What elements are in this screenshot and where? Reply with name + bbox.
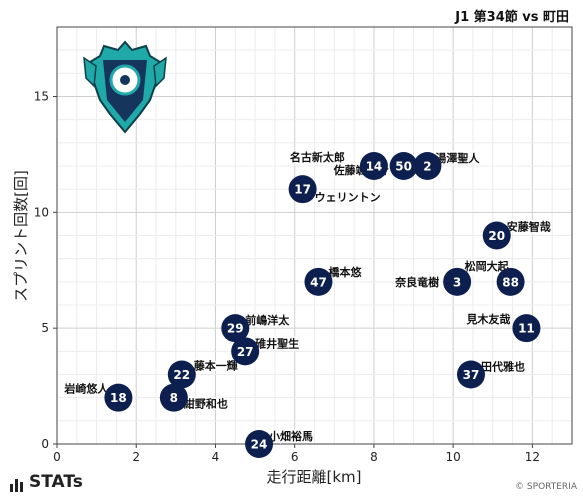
point-number-label: 27	[237, 345, 254, 359]
data-points: 14 50 2 17 20 47 3 88 29 11 27 22 37 18 8 24	[104, 152, 541, 458]
point-marker	[221, 314, 250, 343]
x-tick-label: 6	[291, 450, 299, 464]
x-tick-label: 8	[370, 450, 378, 464]
y-axis-label: スプリント回数[回]	[12, 170, 30, 302]
x-tick-label: 4	[212, 450, 220, 464]
point-marker	[359, 152, 388, 180]
y-tick-label: 15	[34, 90, 49, 104]
point-marker	[413, 152, 442, 180]
player-point: 8	[159, 383, 188, 412]
player-name-label: 名古新太郎	[290, 150, 345, 164]
point-number-label: 88	[502, 275, 519, 289]
player-point: 24	[245, 430, 274, 458]
player-point: 2	[413, 152, 442, 180]
logo-text: STATs	[29, 472, 83, 492]
player-name-label: 田代雅也	[481, 360, 525, 374]
player-name-label: 奈良竜樹	[394, 275, 439, 289]
point-marker	[496, 267, 525, 296]
x-tick-label: 0	[53, 450, 61, 464]
point-number-label: 47	[310, 275, 327, 289]
point-marker	[288, 175, 317, 204]
stats-logo: STATs	[10, 472, 83, 492]
point-number-label: 29	[227, 322, 244, 336]
player-point: 27	[231, 337, 260, 366]
y-tick-label: 5	[41, 321, 49, 335]
point-marker	[482, 221, 511, 250]
x-axis-label: 走行距離[km]	[266, 468, 361, 486]
point-marker	[104, 383, 133, 412]
copyright: © SPORTERIA	[515, 482, 577, 492]
chart-title: J1 第34節 vs 町田	[455, 10, 569, 25]
point-number-label: 22	[173, 368, 190, 382]
player-point: 11	[512, 314, 541, 343]
point-number-label: 3	[453, 275, 461, 289]
point-marker	[167, 360, 196, 389]
point-number-label: 8	[170, 391, 178, 405]
point-marker	[512, 314, 541, 343]
point-number-label: 14	[366, 160, 383, 174]
player-name-label: ウェリントン	[315, 191, 381, 204]
player-point: 18	[104, 383, 133, 412]
point-number-label: 2	[423, 160, 431, 174]
point-marker	[159, 383, 188, 412]
point-number-label: 37	[463, 368, 480, 382]
plot-frame	[56, 26, 573, 445]
player-point: 29	[221, 314, 250, 343]
player-name-label: 松岡大起	[465, 259, 510, 273]
player-name-label: 藤本一輝	[194, 359, 238, 373]
y-tick-label: 0	[41, 437, 49, 451]
player-name-label: 安藤智哉	[507, 220, 551, 234]
x-tick-label: 10	[446, 450, 461, 464]
x-tick-label: 12	[525, 450, 540, 464]
y-tick-label: 10	[34, 205, 49, 219]
player-name-label: 紺野和也	[184, 397, 228, 411]
player-point: 3	[443, 267, 472, 296]
player-point: 37	[456, 360, 485, 389]
point-marker	[304, 267, 333, 296]
x-tick-label: 2	[132, 450, 140, 464]
player-name-label: 橋本悠	[328, 265, 362, 279]
point-number-label: 18	[110, 391, 127, 405]
player-name-label: 見木友哉	[465, 312, 510, 326]
point-marker	[389, 152, 418, 180]
point-marker	[245, 430, 274, 458]
point-marker	[231, 337, 260, 366]
point-marker	[456, 360, 485, 389]
point-number-label: 17	[294, 183, 311, 197]
player-name-label: 前嶋洋太	[245, 313, 290, 327]
player-point: 14	[359, 152, 388, 180]
player-name-label: 碓井聖生	[255, 336, 299, 350]
player-point: 88	[496, 267, 525, 296]
team-crest-icon	[83, 40, 167, 134]
player-point: 47	[304, 267, 333, 296]
point-marker	[443, 267, 472, 296]
point-number-label: 24	[251, 438, 268, 452]
player-name-label: 湯澤聖人	[435, 151, 480, 165]
point-number-label: 20	[488, 229, 505, 243]
player-point: 20	[482, 221, 511, 250]
player-name-label: 小畑裕馬	[268, 429, 313, 443]
point-number-label: 11	[518, 322, 535, 336]
bar-logo-icon	[10, 472, 25, 492]
player-point: 17	[288, 175, 317, 204]
player-point: 22	[167, 360, 196, 389]
player-name-label: 岩崎悠人	[63, 382, 109, 396]
point-number-label: 50	[395, 160, 412, 174]
player-point: 50	[389, 152, 418, 180]
